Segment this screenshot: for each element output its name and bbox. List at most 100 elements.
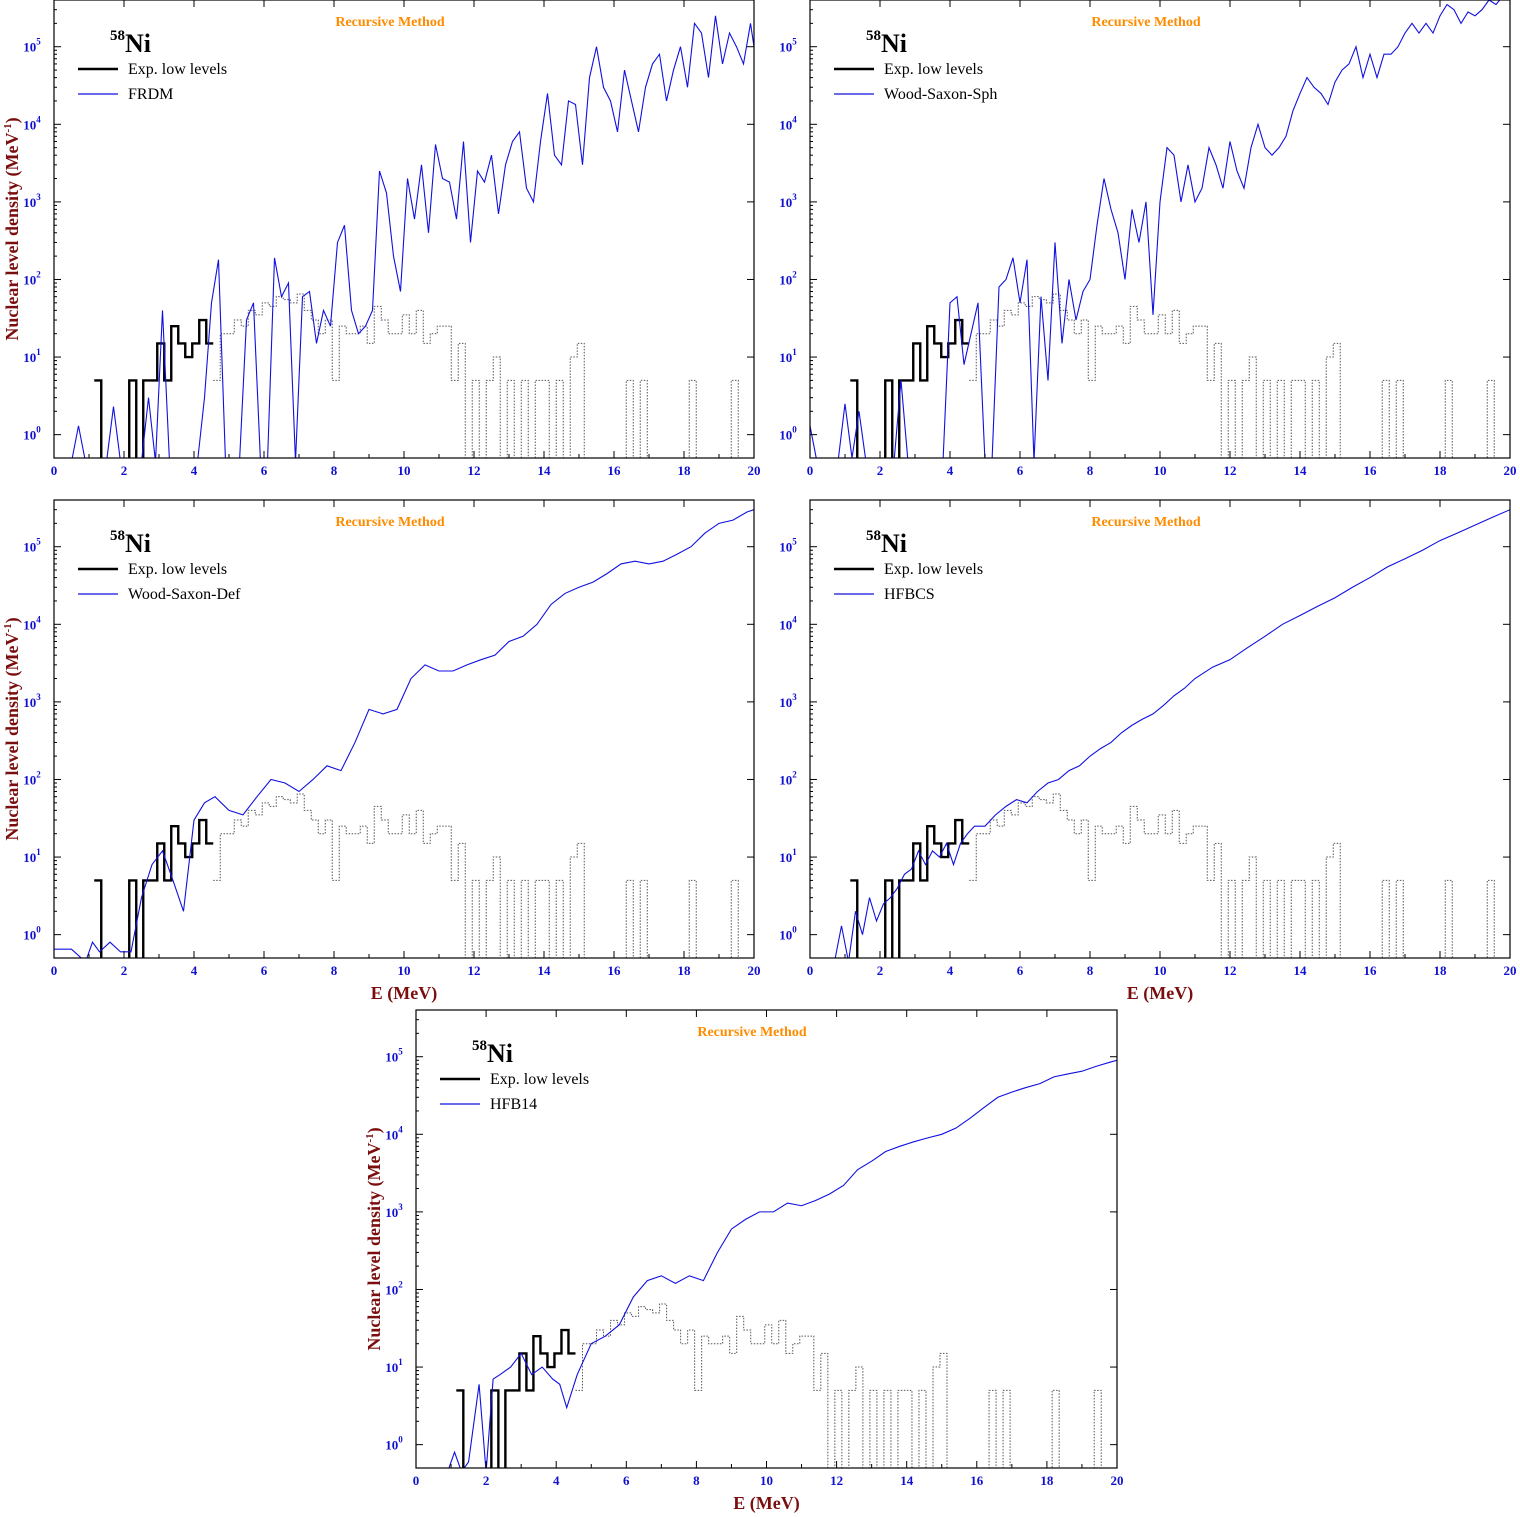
y-tick-label: 101	[23, 347, 41, 365]
x-tick-label: 16	[970, 1473, 984, 1488]
x-tick-label: 8	[1087, 963, 1094, 978]
y-tick-label: 104	[779, 114, 797, 132]
nucleus-label: 58Ni	[110, 28, 151, 58]
y-tick-label: 105	[779, 537, 797, 555]
x-tick-label: 10	[1154, 463, 1167, 478]
y-tick-label: 105	[23, 537, 41, 555]
x-tick-label: 12	[830, 1473, 843, 1488]
y-axis-title: Nuclear level density (MeV-1)	[364, 1127, 385, 1350]
exp-low-levels-line	[456, 1328, 576, 1468]
x-axis-title: E (MeV)	[1127, 983, 1193, 1004]
x-tick-label: 12	[1224, 463, 1237, 478]
x-tick-label: 0	[807, 963, 814, 978]
y-tick-label: 100	[23, 925, 41, 943]
x-tick-label: 20	[1111, 1473, 1124, 1488]
grey-histogram-line	[969, 293, 1495, 458]
x-tick-label: 12	[1224, 963, 1237, 978]
x-tick-label: 14	[538, 963, 552, 978]
y-tick-label: 103	[779, 692, 797, 710]
y-tick-label: 103	[23, 692, 41, 710]
chart-panel-top-right: 0 2 4 6 8 10 12 14 16 18 20 100 101 102 103 104 105 Recur…	[779, 0, 1517, 478]
nucleus-label: 58Ni	[472, 1038, 513, 1068]
grey-histogram-line	[575, 1303, 1102, 1468]
method-label: Recursive Method	[335, 15, 444, 30]
x-axis-title: E (MeV)	[733, 1493, 799, 1514]
method-label: Recursive Method	[335, 515, 444, 530]
legend-label: HFB14	[490, 1096, 537, 1113]
y-tick-label: 102	[779, 269, 797, 287]
chart-panel-top-left: 0 2 4 6 8 10 12 14 16 18 20 100 101 102 103 104 105 Recur…	[2, 0, 761, 478]
x-tick-label: 10	[398, 963, 411, 978]
method-label: Recursive Method	[697, 1025, 806, 1040]
y-tick-label: 101	[385, 1357, 403, 1375]
nucleus-label: 58Ni	[866, 28, 907, 58]
y-tick-label: 104	[385, 1124, 403, 1142]
x-tick-label: 2	[121, 963, 128, 978]
x-tick-label: 2	[483, 1473, 490, 1488]
x-tick-label: 6	[261, 963, 268, 978]
x-tick-label: 18	[678, 463, 692, 478]
x-tick-label: 0	[51, 963, 58, 978]
x-tick-label: 20	[1504, 463, 1517, 478]
x-tick-label: 8	[331, 463, 338, 478]
x-tick-label: 8	[693, 1473, 700, 1488]
grey-histogram-line	[213, 793, 739, 958]
x-tick-label: 14	[538, 463, 552, 478]
grey-histogram-line	[969, 793, 1495, 958]
series-line-wood-saxon-sph	[810, 0, 1501, 458]
legend-label: Exp. low levels	[128, 561, 227, 578]
x-tick-label: 12	[468, 963, 481, 978]
x-tick-label: 2	[877, 963, 884, 978]
exp-low-levels-line	[850, 818, 970, 958]
legend-label: Wood-Saxon-Sph	[884, 86, 997, 103]
x-tick-label: 18	[678, 963, 692, 978]
y-tick-label: 105	[23, 37, 41, 55]
x-tick-label: 18	[1040, 1473, 1054, 1488]
y-tick-label: 100	[385, 1435, 403, 1453]
nucleus-label: 58Ni	[110, 528, 151, 558]
x-tick-label: 16	[1364, 463, 1378, 478]
method-label: Recursive Method	[1091, 15, 1200, 30]
x-tick-label: 0	[51, 463, 58, 478]
y-tick-label: 102	[385, 1279, 403, 1297]
x-tick-label: 0	[807, 463, 814, 478]
series-line-hfb14	[448, 1059, 1117, 1468]
series-line-wood-saxon-def	[54, 509, 754, 958]
x-tick-label: 14	[900, 1473, 914, 1488]
nucleus-label: 58Ni	[866, 528, 907, 558]
legend-label: Exp. low levels	[490, 1071, 589, 1088]
y-tick-label: 103	[385, 1202, 403, 1220]
x-axis-title: E (MeV)	[371, 983, 437, 1004]
y-tick-label: 101	[779, 347, 797, 365]
x-tick-label: 20	[748, 463, 761, 478]
y-tick-label: 100	[779, 925, 797, 943]
x-tick-label: 14	[1294, 463, 1308, 478]
y-tick-label: 104	[779, 614, 797, 632]
legend-label: Exp. low levels	[884, 561, 983, 578]
x-tick-label: 18	[1434, 463, 1448, 478]
x-tick-label: 14	[1294, 963, 1308, 978]
x-tick-label: 16	[1364, 963, 1378, 978]
x-tick-label: 6	[1017, 963, 1024, 978]
exp-low-levels-line	[94, 818, 214, 958]
x-tick-label: 10	[760, 1473, 773, 1488]
y-tick-label: 105	[385, 1047, 403, 1065]
y-tick-label: 105	[779, 37, 797, 55]
legend-label: FRDM	[128, 86, 173, 103]
y-tick-label: 104	[23, 614, 41, 632]
chart-panel-bottom-center: 0 2 4 6 8 10 12 14 16 18 20 100 101 102 103 104 105 Recur…	[364, 1009, 1124, 1514]
y-tick-label: 101	[779, 847, 797, 865]
x-tick-label: 2	[877, 463, 884, 478]
legend-label: Exp. low levels	[128, 61, 227, 78]
y-tick-label: 102	[23, 769, 41, 787]
x-tick-label: 6	[1017, 463, 1024, 478]
x-tick-label: 18	[1434, 963, 1448, 978]
y-axis-title: Nuclear level density (MeV-1)	[2, 617, 23, 840]
y-tick-label: 101	[23, 847, 41, 865]
x-tick-label: 16	[608, 463, 622, 478]
x-tick-label: 4	[191, 963, 198, 978]
legend-label: Wood-Saxon-Def	[128, 586, 241, 603]
x-tick-label: 20	[1504, 963, 1517, 978]
x-tick-label: 2	[121, 463, 128, 478]
y-axis-title: Nuclear level density (MeV-1)	[2, 117, 23, 340]
